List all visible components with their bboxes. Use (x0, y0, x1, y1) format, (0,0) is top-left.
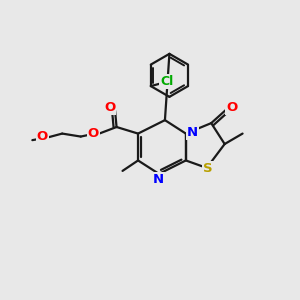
Text: N: N (187, 126, 198, 139)
Text: O: O (104, 100, 115, 113)
Text: O: O (88, 127, 99, 140)
Text: O: O (226, 101, 237, 114)
Text: Cl: Cl (160, 75, 173, 88)
Text: N: N (153, 173, 164, 186)
Text: O: O (37, 130, 48, 143)
Text: S: S (203, 162, 213, 175)
